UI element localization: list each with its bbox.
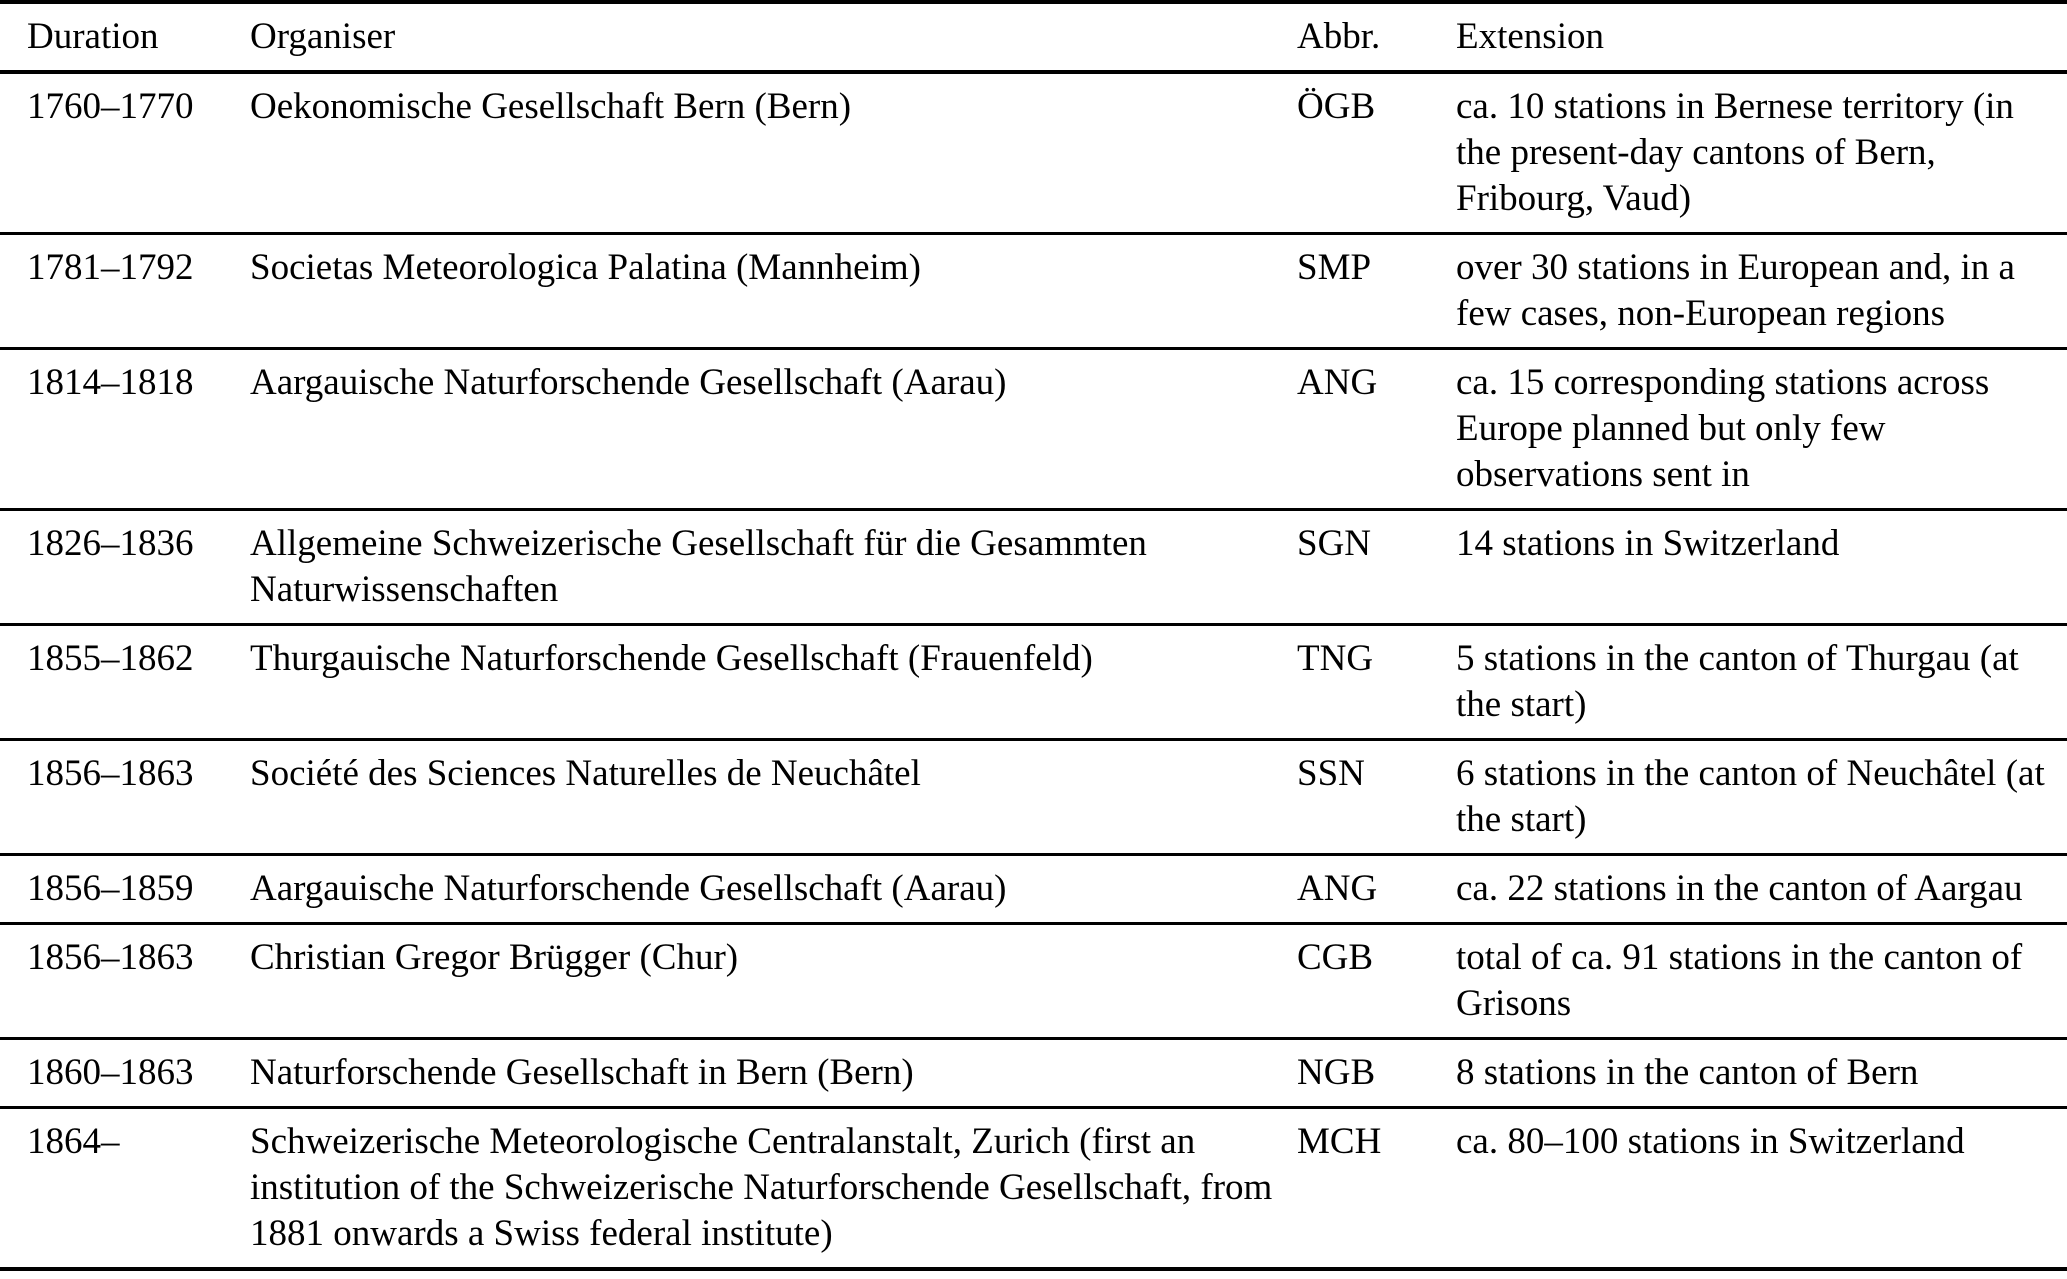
table-row: 1855–1862 Thurgauische Naturforschende G… [0, 624, 2067, 741]
header-organiser: Organiser [250, 2, 1297, 74]
cell-duration: 1860–1863 [0, 1038, 250, 1109]
cell-duration: 1781–1792 [0, 233, 250, 350]
cell-abbr: SSN [1297, 739, 1456, 856]
cell-organiser: Aargauische Naturforschende Gesellschaft… [250, 854, 1297, 925]
header-row: Duration Organiser Abbr. Extension [0, 2, 2067, 74]
cell-abbr: NGB [1297, 1038, 1456, 1109]
table-body: 1760–1770 Oekonomische Gesellschaft Bern… [0, 72, 2067, 1271]
cell-abbr: SMP [1297, 233, 1456, 350]
cell-organiser: Aargauische Naturforschende Gesellschaft… [250, 348, 1297, 511]
cell-extension: over 30 stations in European and, in a f… [1456, 233, 2067, 350]
cell-duration: 1856–1863 [0, 923, 250, 1040]
table-header-row: Duration Organiser Abbr. Extension [0, 2, 2067, 74]
cell-abbr: SGN [1297, 509, 1456, 626]
cell-organiser: Thurgauische Naturforschende Gesellschaf… [250, 624, 1297, 741]
table-row: 1814–1818 Aargauische Naturforschende Ge… [0, 348, 2067, 511]
cell-organiser: Allgemeine Schweizerische Gesellschaft f… [250, 509, 1297, 626]
header-duration: Duration [0, 2, 250, 74]
table-row: 1864– Schweizerische Meteorologische Cen… [0, 1107, 2067, 1271]
cell-abbr: ANG [1297, 854, 1456, 925]
header-extension: Extension [1456, 2, 2067, 74]
cell-abbr: CGB [1297, 923, 1456, 1040]
cell-duration: 1855–1862 [0, 624, 250, 741]
cell-abbr: TNG [1297, 624, 1456, 741]
cell-duration: 1760–1770 [0, 72, 250, 235]
cell-duration: 1856–1863 [0, 739, 250, 856]
table-row: 1860–1863 Naturforschende Gesellschaft i… [0, 1038, 2067, 1109]
cell-duration: 1814–1818 [0, 348, 250, 511]
cell-extension: 8 stations in the canton of Bern [1456, 1038, 2067, 1109]
table-row: 1856–1859 Aargauische Naturforschende Ge… [0, 854, 2067, 925]
cell-organiser: Naturforschende Gesellschaft in Bern (Be… [250, 1038, 1297, 1109]
table-row: 1760–1770 Oekonomische Gesellschaft Bern… [0, 72, 2067, 235]
table-row: 1826–1836 Allgemeine Schweizerische Gese… [0, 509, 2067, 626]
cell-duration: 1826–1836 [0, 509, 250, 626]
cell-extension: ca. 15 corresponding stations across Eur… [1456, 348, 2067, 511]
cell-abbr: ÖGB [1297, 72, 1456, 235]
cell-organiser: Oekonomische Gesellschaft Bern (Bern) [250, 72, 1297, 235]
cell-organiser: Société des Sciences Naturelles de Neuch… [250, 739, 1297, 856]
cell-extension: 5 stations in the canton of Thurgau (at … [1456, 624, 2067, 741]
cell-extension: ca. 80–100 stations in Switzerland [1456, 1107, 2067, 1271]
cell-extension: total of ca. 91 stations in the canton o… [1456, 923, 2067, 1040]
cell-abbr: ANG [1297, 348, 1456, 511]
cell-abbr: MCH [1297, 1107, 1456, 1271]
table-row: 1781–1792 Societas Meteorologica Palatin… [0, 233, 2067, 350]
cell-extension: 6 stations in the canton of Neuchâtel (a… [1456, 739, 2067, 856]
table-row: 1856–1863 Christian Gregor Brügger (Chur… [0, 923, 2067, 1040]
cell-organiser: Schweizerische Meteorologische Centralan… [250, 1107, 1297, 1271]
cell-extension: ca. 22 stations in the canton of Aargau [1456, 854, 2067, 925]
cell-extension: ca. 10 stations in Bernese territory (in… [1456, 72, 2067, 235]
cell-duration: 1856–1859 [0, 854, 250, 925]
cell-organiser: Christian Gregor Brügger (Chur) [250, 923, 1297, 1040]
header-abbr: Abbr. [1297, 2, 1456, 74]
cell-organiser: Societas Meteorologica Palatina (Mannhei… [250, 233, 1297, 350]
cell-extension: 14 stations in Switzerland [1456, 509, 2067, 626]
cell-duration: 1864– [0, 1107, 250, 1271]
table-row: 1856–1863 Société des Sciences Naturelle… [0, 739, 2067, 856]
